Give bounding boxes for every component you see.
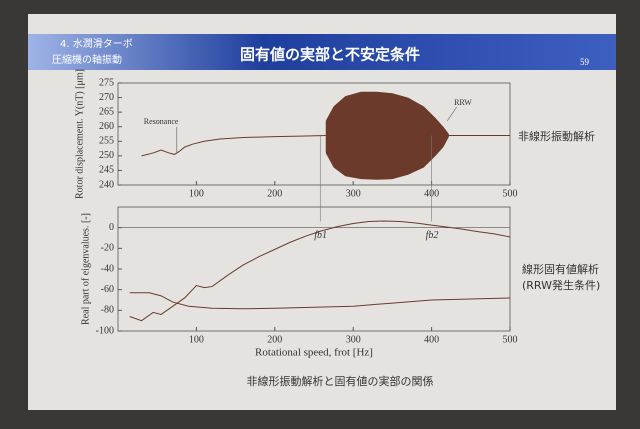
y-tick-label: 240 [99, 179, 114, 190]
slide-title: 固有値の実部と不安定条件 [240, 46, 420, 64]
y-tick-label: -100 [96, 325, 114, 336]
y-axis-label: Real part of eigenvalues. [-] [80, 213, 91, 325]
x-tick-label: 300 [346, 188, 361, 199]
x-tick-label: 500 [503, 334, 518, 345]
y-tick-label: -40 [101, 263, 114, 274]
series-line [129, 220, 511, 322]
y-axis-label: Rotor displacement. Y(nT) [μm] [74, 69, 85, 199]
plot-frame [117, 82, 511, 186]
series-line [141, 134, 510, 157]
x-tick-label: 300 [346, 334, 361, 345]
annotation: RRW [454, 98, 472, 107]
x-tick-label: 200 [267, 188, 282, 199]
annotation: Resonance [144, 117, 179, 126]
fb-label: fb2 [426, 230, 439, 241]
y-tick-label: -20 [101, 243, 114, 254]
x-tick-label: 100 [189, 188, 204, 199]
x-tick-label: 500 [503, 188, 518, 199]
y-tick-label: 260 [99, 121, 114, 132]
y-tick-label: 250 [99, 150, 114, 161]
slide [28, 14, 616, 410]
vibration-envelope [325, 91, 449, 180]
y-tick-label: 245 [99, 165, 114, 176]
side-label: 線形固有値解析 [522, 262, 599, 276]
header-bar [28, 34, 616, 70]
y-tick-label: 275 [99, 77, 114, 88]
x-tick-label: 400 [424, 334, 439, 345]
y-tick-label: 0 [109, 222, 114, 233]
y-tick-label: -60 [101, 284, 114, 295]
series-line [129, 292, 511, 310]
y-tick-label: 265 [99, 106, 114, 117]
x-tick-label: 200 [267, 334, 282, 345]
page-number: 59 [580, 57, 590, 67]
fb-label: fb1 [314, 230, 327, 241]
y-tick-label: 255 [99, 136, 114, 147]
side-label: (RRW発生条件) [522, 278, 600, 292]
annotation-arrow [447, 106, 457, 122]
x-axis-label: Rotational speed, frot [Hz] [255, 347, 373, 359]
x-tick-label: 100 [189, 334, 204, 345]
section: 4. 水潤滑ターボ [60, 38, 133, 50]
y-tick-label: 270 [99, 92, 114, 103]
caption: 非線形振動解析と固有値の実部の関係 [247, 374, 434, 388]
section: 圧縮機の軸振動 [52, 53, 122, 66]
side-label: 非線形振動解析 [518, 129, 595, 143]
y-tick-label: -80 [101, 305, 114, 316]
